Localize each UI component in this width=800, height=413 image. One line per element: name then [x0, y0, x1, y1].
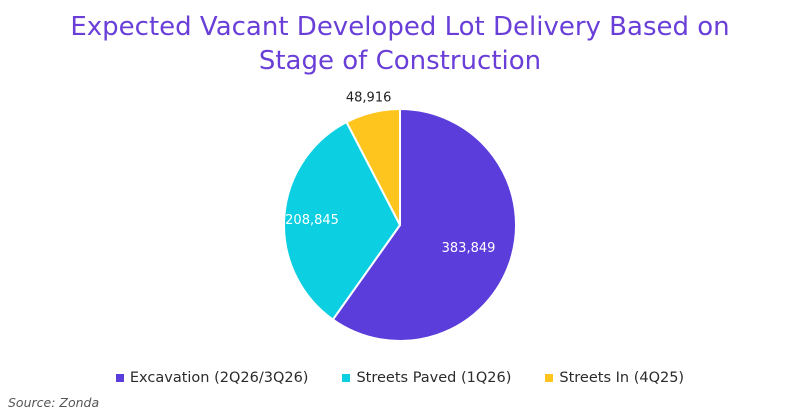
- legend-label: Excavation (2Q26/3Q26): [129, 370, 309, 386]
- legend-swatch: [342, 374, 351, 382]
- legend-label: Streets Paved (1Q26): [356, 370, 512, 386]
- chart-title: Expected Vacant Developed Lot Delivery B…: [0, 10, 800, 78]
- chart-title-line-1: Expected Vacant Developed Lot Delivery B…: [70, 12, 730, 42]
- legend-swatch: [545, 374, 554, 382]
- chart-legend: Excavation (2Q26/3Q26) Streets Paved (1Q2…: [0, 370, 800, 386]
- legend-swatch: [115, 374, 124, 382]
- slice-value-label: 48,916: [346, 91, 392, 106]
- legend-label: Streets In (4Q25): [559, 370, 685, 386]
- chart-title-line-2: Stage of Construction: [258, 46, 542, 76]
- source-note: Source: Zonda: [8, 395, 100, 410]
- slice-value-label: 383,849: [442, 241, 496, 256]
- legend-item-1: Excavation (2Q26/3Q26): [115, 370, 309, 386]
- pie-slice-2: [283, 120, 402, 321]
- pie-slice-1: [331, 107, 517, 342]
- legend-item-3: Streets In (4Q25): [545, 370, 684, 386]
- slice-value-label: 208,845: [285, 213, 339, 228]
- legend-item-2: Streets Paved (1Q26): [342, 370, 511, 386]
- pie-slice-3: [345, 107, 401, 226]
